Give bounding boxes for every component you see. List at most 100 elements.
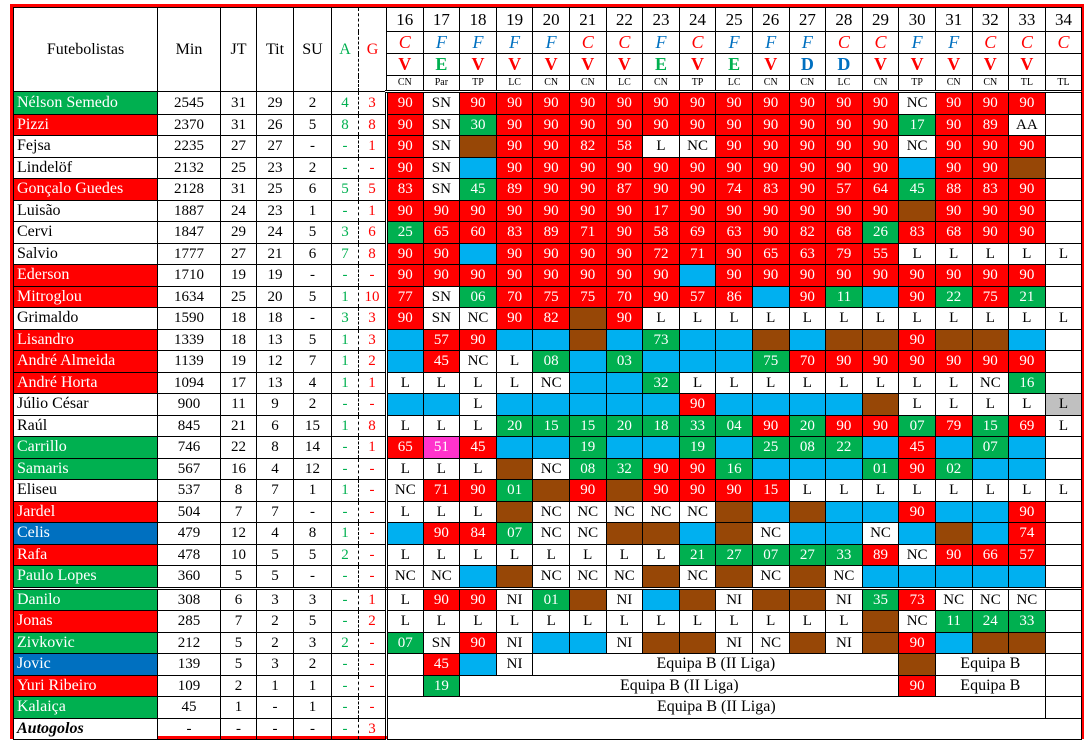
round-minutes-cell: 75 — [751, 350, 790, 373]
round-venue: F — [898, 31, 936, 54]
round-minutes-cell — [788, 457, 827, 480]
player-goals: 8 — [358, 414, 388, 437]
round-minutes-cell: 90 — [715, 242, 753, 265]
round-minutes-cell: 16 — [715, 457, 753, 480]
round-minutes-cell: L — [678, 371, 717, 394]
player-subs: 14 — [293, 436, 332, 459]
round-minutes-cell: 90 — [715, 91, 753, 115]
round-minutes-cell: 90 — [898, 328, 936, 351]
round-minutes-cell: 90 — [934, 264, 973, 287]
round-result: D — [788, 53, 827, 76]
round-minutes-cell: 83 — [386, 178, 424, 201]
round-minutes-cell: 19 — [422, 674, 461, 697]
round-minutes-cell: 79 — [934, 414, 973, 437]
round-minutes-cell: L — [1008, 242, 1046, 265]
player-minutes: 1710 — [157, 264, 221, 287]
round-minutes-cell — [386, 674, 424, 697]
player-games: 25 — [220, 285, 257, 308]
round-minutes-cell: 45 — [898, 178, 936, 201]
round-minutes-cell: L — [751, 307, 790, 330]
player-minutes: 1590 — [157, 307, 221, 330]
round-minutes-cell: 58 — [605, 135, 644, 158]
player-goals: 3 — [358, 307, 388, 330]
round-minutes-cell — [1044, 199, 1083, 222]
round-minutes-cell — [532, 436, 570, 459]
round-minutes-cell: 90 — [898, 457, 936, 480]
round-minutes-cell: L — [459, 500, 497, 523]
round-minutes-cell: 90 — [715, 199, 753, 222]
round-minutes-cell: 07 — [898, 414, 936, 437]
round-result: V — [459, 53, 497, 76]
round-result: V — [861, 53, 900, 76]
round-minutes-cell: NC — [678, 500, 717, 523]
round-minutes-cell — [605, 393, 644, 416]
round-minutes-cell: 90 — [642, 285, 680, 308]
player-row: Pizzi 2370 31 26 5 8 8 90 SN 30 90 90 90 90 90 90 90 90 90… — [13, 113, 1083, 136]
round-minutes-cell: 90 — [495, 264, 534, 287]
round-minutes-cell — [1044, 113, 1083, 136]
player-minutes: 478 — [157, 543, 221, 566]
player-goals: - — [358, 264, 388, 287]
round-minutes-cell: 33 — [1008, 610, 1046, 633]
round-minutes-cell: 90 — [751, 135, 790, 158]
round-minutes-cell — [1044, 285, 1083, 308]
round-venue: F — [934, 31, 973, 54]
player-assists: - — [331, 457, 359, 480]
round-minutes-cell: 24 — [971, 610, 1010, 633]
player-subs: - — [293, 500, 332, 523]
round-minutes-cell: L — [1044, 479, 1083, 502]
round-minutes-cell: 75 — [971, 285, 1010, 308]
player-games: 6 — [220, 587, 257, 611]
player-subs: 1 — [293, 479, 332, 502]
player-starts: - — [256, 696, 294, 719]
round-minutes-cell: 90 — [971, 91, 1010, 115]
round-minutes-cell: 90 — [1008, 199, 1046, 222]
round-competition: CN — [788, 75, 827, 93]
round-minutes-cell — [1044, 587, 1083, 611]
player-minutes: 900 — [157, 393, 221, 416]
player-minutes: 1139 — [157, 350, 221, 373]
player-goals: - — [358, 674, 388, 697]
round-minutes-cell: NC — [568, 500, 607, 523]
round-minutes-cell: 90 — [459, 479, 497, 502]
round-minutes-cell: 89 — [532, 221, 570, 244]
player-name: Jonas — [13, 610, 158, 633]
round-minutes-cell: L — [861, 371, 900, 394]
round-minutes-cell — [971, 631, 1010, 654]
round-minutes-cell: 90 — [861, 264, 900, 287]
player-row: Zivkovic 212 5 2 3 2-07 SN 90 NI NI NI NC NI 90 — [13, 631, 1083, 654]
round-number: 23 — [642, 7, 680, 32]
player-row: Kalaiça 45 1-1- - Equipa B (II Liga) — [13, 696, 1083, 719]
round-minutes-cell: 90 — [898, 631, 936, 654]
round-minutes-cell: 71 — [678, 242, 717, 265]
round-result: V — [495, 53, 534, 76]
round-competition: CN — [568, 75, 607, 93]
player-goals: 3 — [358, 328, 388, 351]
round-minutes-cell — [1008, 328, 1046, 351]
player-games: 5 — [220, 653, 257, 676]
round-venue: F — [715, 31, 753, 54]
player-subs: 6 — [293, 242, 332, 265]
player-assists: - — [331, 696, 359, 719]
player-starts: 27 — [256, 135, 294, 158]
round-minutes-cell: 45 — [898, 436, 936, 459]
round-minutes-cell: 90 — [934, 135, 973, 158]
player-starts: 2 — [256, 610, 294, 633]
player-row: Grimaldo 1590 18 18-3 3 90 SN NC 90 82 90 L L L L L L L L L… — [13, 307, 1083, 330]
round-minutes-cell: L — [934, 307, 973, 330]
round-number: 17 — [422, 7, 461, 32]
round-minutes-cell — [1044, 91, 1083, 115]
round-minutes-cell: 90 — [495, 199, 534, 222]
round-minutes-cell: 90 — [971, 156, 1010, 179]
round-minutes-cell: NC — [898, 91, 936, 115]
round-minutes-cell: 90 — [422, 242, 461, 265]
player-subs: 5 — [293, 328, 332, 351]
round-competition: CN — [532, 75, 570, 93]
round-minutes-cell — [934, 631, 973, 654]
round-minutes-cell — [568, 328, 607, 351]
player-subs: 7 — [293, 350, 332, 373]
round-minutes-cell: 90 — [568, 91, 607, 115]
player-minutes: 1777 — [157, 242, 221, 265]
round-minutes-cell — [642, 393, 680, 416]
round-minutes-cell: 11 — [934, 610, 973, 633]
